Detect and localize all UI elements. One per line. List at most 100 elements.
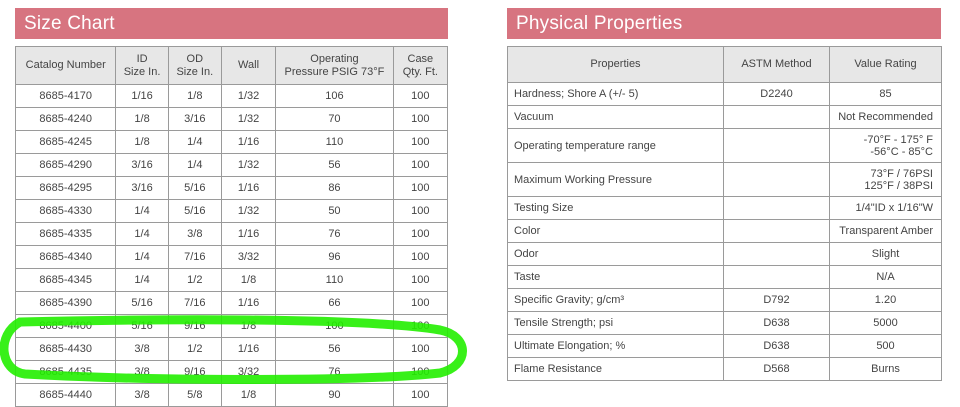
size-chart-cell: 5/8: [167, 383, 222, 407]
size-chart-cell: 5/16: [115, 314, 169, 338]
size-chart-cell: 100: [392, 291, 449, 315]
astm-method-cell: [723, 265, 830, 289]
size-chart-cell: 3/16: [115, 176, 169, 200]
property-name-cell: Flame Resistance: [507, 357, 724, 381]
size-chart-header-cell: OD Size In.: [167, 46, 222, 85]
size-chart-cell: 1/32: [220, 107, 277, 131]
property-name-cell: Specific Gravity; g/cm³: [507, 288, 724, 312]
size-chart-cell: 110: [275, 130, 394, 154]
size-chart-row: 8685-4430 3/8 1/2 1/16 56 100: [14, 337, 449, 361]
size-chart-row: 8685-4345 1/4 1/2 1/8 110 100: [14, 268, 449, 292]
size-chart-header-label: Case: [407, 52, 434, 65]
property-name-cell: Taste: [507, 265, 724, 289]
size-chart-row: 8685-4440 3/8 5/8 1/8 90 100: [14, 383, 449, 407]
property-name-cell: Maximum Working Pressure: [507, 162, 724, 197]
size-chart-cell: 1/32: [220, 153, 277, 177]
size-chart-cell: 1/16: [220, 130, 277, 154]
size-chart-header-label: Size In.: [123, 65, 161, 78]
size-chart-cell: 100: [392, 268, 449, 292]
value-rating-line: -70°F - 175° F: [863, 133, 933, 146]
size-chart-cell: 106: [275, 84, 394, 108]
size-chart-cell: 5/16: [167, 199, 222, 223]
size-chart-cell: 110: [275, 268, 394, 292]
size-chart-cell: 100: [392, 176, 449, 200]
size-chart-header-cell: Wall: [220, 46, 277, 85]
size-chart-cell: 1/16: [220, 337, 277, 361]
value-rating-cell: 5000: [829, 311, 942, 335]
size-chart-row: 8685-4340 1/4 7/16 3/32 96 100: [14, 245, 449, 269]
size-chart-cell: 5/16: [167, 176, 222, 200]
property-name-cell: Operating temperature range: [507, 128, 724, 163]
size-chart-cell: 100: [392, 360, 449, 384]
properties-row: Tensile Strength; psi D638 5000: [507, 311, 942, 335]
size-chart-panel: Size Chart Catalog Number ID Size In. OD Siz…: [14, 8, 449, 407]
astm-method-cell: [723, 196, 830, 220]
properties-row: Taste N/A: [507, 265, 942, 289]
size-chart-row: 8685-4295 3/16 5/16 1/16 86 100: [14, 176, 449, 200]
size-chart-row: 8685-4335 1/4 3/8 1/16 76 100: [14, 222, 449, 246]
size-chart-cell: 100: [392, 199, 449, 223]
physical-properties-panel: Physical Properties Properties ASTM Metho…: [507, 8, 942, 381]
size-chart-cell: 1/4: [115, 268, 169, 292]
size-chart-cell: 3/16: [167, 107, 222, 131]
astm-method-cell: [723, 105, 830, 129]
size-chart-cell: 3/8: [115, 360, 169, 384]
property-name-cell: Hardness; Shore A (+/- 5): [507, 82, 724, 106]
value-rating-cell: Slight: [829, 242, 942, 266]
size-chart-cell: 1/8: [115, 130, 169, 154]
size-chart-cell: 7/16: [167, 245, 222, 269]
value-rating-line: Transparent Amber: [839, 225, 933, 237]
property-name-cell: Tensile Strength; psi: [507, 311, 724, 335]
size-chart-header-label: Pressure PSIG 73°F: [284, 65, 385, 78]
size-chart-cell: 56: [275, 153, 394, 177]
size-chart-cell: 8685-4240: [14, 107, 117, 131]
size-chart-header-cell: Operating Pressure PSIG 73°F: [275, 46, 394, 85]
size-chart-cell: 90: [275, 383, 394, 407]
value-rating-cell: Transparent Amber: [829, 219, 942, 243]
size-chart-row: 8685-4435 3/8 9/16 3/32 76 100: [14, 360, 449, 384]
size-chart-cell: 8685-4345: [14, 268, 117, 292]
size-chart-cell: 1/16: [220, 291, 277, 315]
physical-properties-title: Physical Properties: [507, 8, 941, 39]
size-chart-cell: 100: [392, 337, 449, 361]
properties-row: Color Transparent Amber: [507, 219, 942, 243]
properties-row: Maximum Working Pressure 73°F / 76PSI 125°…: [507, 162, 942, 197]
size-chart-cell: 8685-4295: [14, 176, 117, 200]
size-chart-row: 8685-4170 1/16 1/8 1/32 106 100: [14, 84, 449, 108]
value-rating-cell: 73°F / 76PSI 125°F / 38PSI: [829, 162, 942, 197]
size-chart-cell: 1/2: [167, 268, 222, 292]
value-rating-cell: Not Recommended: [829, 105, 942, 129]
property-name-cell: Odor: [507, 242, 724, 266]
value-rating-cell: 1.20: [829, 288, 942, 312]
properties-row: Flame Resistance D568 Burns: [507, 357, 942, 381]
size-chart-cell: 100: [392, 153, 449, 177]
size-chart-cell: 3/8: [115, 383, 169, 407]
size-chart-cell: 3/8: [167, 222, 222, 246]
size-chart-header-label: Qty. Ft.: [402, 65, 438, 78]
properties-header-cell: Properties: [507, 46, 724, 83]
properties-row: Operating temperature range -70°F - 175° …: [507, 128, 942, 163]
size-chart-header-cell: Catalog Number: [14, 46, 117, 85]
size-chart-cell: 1/32: [220, 199, 277, 223]
size-chart-cell: 1/8: [115, 107, 169, 131]
size-chart-cell: 1/4: [115, 199, 169, 223]
size-chart-cell: 96: [275, 245, 394, 269]
size-chart-cell: 1/8: [220, 268, 277, 292]
properties-row: Specific Gravity; g/cm³ D792 1.20: [507, 288, 942, 312]
size-chart-header-label: Operating: [310, 52, 359, 65]
size-chart-cell: 66: [275, 291, 394, 315]
property-name-cell: Testing Size: [507, 196, 724, 220]
size-chart-cell: 8685-4430: [14, 337, 117, 361]
size-chart-cell: 1/32: [220, 84, 277, 108]
size-chart-cell: 1/8: [220, 314, 277, 338]
size-chart-cell: 1/4: [115, 222, 169, 246]
size-chart-cell: 100: [392, 107, 449, 131]
size-chart-cell: 8685-4435: [14, 360, 117, 384]
size-chart-cell: 8685-4400: [14, 314, 117, 338]
size-chart-cell: 8685-4245: [14, 130, 117, 154]
value-rating-line: 5000: [873, 317, 898, 329]
size-chart-cell: 7/16: [167, 291, 222, 315]
size-chart-cell: 56: [275, 337, 394, 361]
size-chart-row: 8685-4245 1/8 1/4 1/16 110 100: [14, 130, 449, 154]
value-rating-cell: Burns: [829, 357, 942, 381]
